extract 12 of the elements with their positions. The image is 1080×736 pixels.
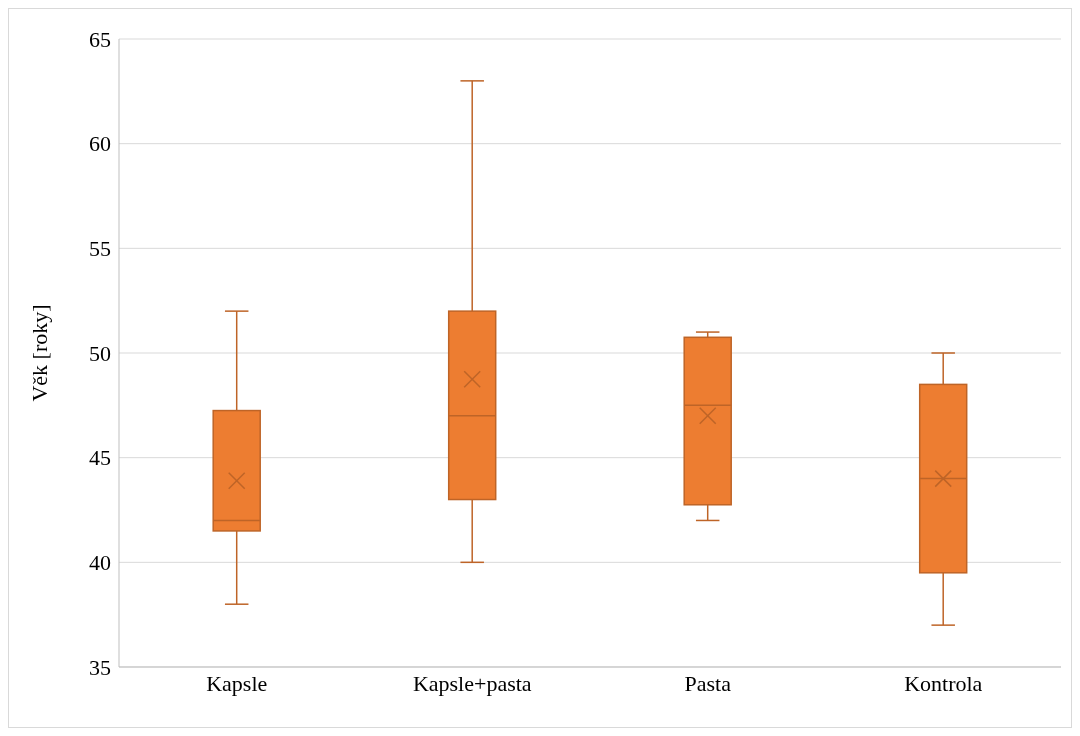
x-tick-label: Kapsle+pasta bbox=[412, 670, 532, 696]
x-tick-label: Pasta bbox=[684, 670, 732, 696]
y-axis-title: Věk [roky] bbox=[26, 304, 52, 402]
y-tick-label: 60 bbox=[89, 131, 111, 157]
x-tick-label: Kontrola bbox=[904, 670, 983, 696]
y-tick-label: 65 bbox=[89, 26, 111, 52]
y-tick-label: 45 bbox=[89, 445, 111, 471]
y-tick-label: 40 bbox=[89, 550, 111, 576]
y-tick-label: 35 bbox=[89, 654, 111, 680]
y-tick-label: 50 bbox=[89, 340, 111, 366]
x-tick-label: Kapsle bbox=[206, 670, 268, 696]
y-tick-label: 55 bbox=[89, 236, 111, 262]
